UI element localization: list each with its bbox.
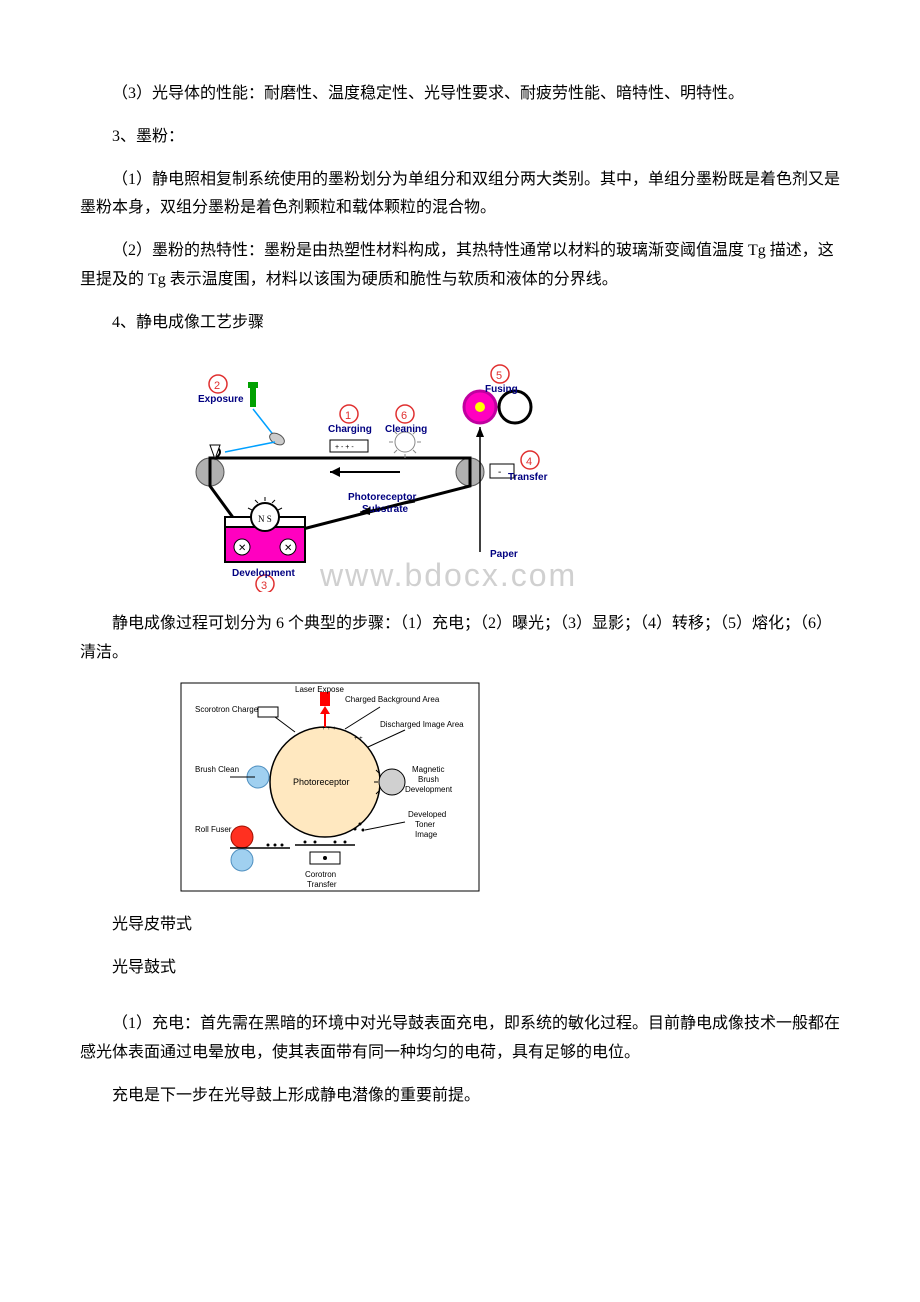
svg-text:+ +: + + <box>354 736 363 742</box>
label-charged-bg: Charged Background Area <box>345 695 440 704</box>
svg-text:4: 4 <box>526 456 532 468</box>
belt-process-svg: + - + - 1 Charging 2 Exposure 6 Cleaning <box>180 352 560 592</box>
paragraph-6-steps: 静电成像过程可划分为 6 个典型的步骤：（1）充电；（2）曝光；（3）显影；（4… <box>80 610 840 668</box>
label-magnetic-3: Development <box>405 785 453 794</box>
paragraph-3-photoconductor: （3）光导体的性能：耐磨性、温度稳定性、光导性要求、耐疲劳性能、暗特性、明特性。 <box>80 80 840 109</box>
diagram-belt-process: + - + - 1 Charging 2 Exposure 6 Cleaning <box>180 352 840 603</box>
caption-drum: 光导鼓式 <box>80 954 840 983</box>
label-exposure: Exposure <box>198 394 244 405</box>
label-developed-1: Developed <box>408 810 446 819</box>
label-developed-2: Toner <box>415 820 435 829</box>
label-development: Development <box>232 568 295 579</box>
paragraph-charging: （1）充电：首先需在黑暗的环境中对光导鼓表面充电，即系统的敏化过程。目前静电成像… <box>80 1010 840 1068</box>
label-magnetic-1: Magnetic <box>412 765 444 774</box>
label-photoreceptor: Photoreceptor <box>348 492 416 503</box>
label-brush-clean: Brush Clean <box>195 765 239 774</box>
label-scorotron-1: Scorotron Charge <box>195 705 259 714</box>
label-discharged: Discharged Image Area <box>380 720 464 729</box>
section-4-heading: 4、静电成像工艺步骤 <box>80 309 840 338</box>
section-3-heading: 3、墨粉： <box>80 123 840 152</box>
label-developed-3: Image <box>415 830 438 839</box>
label-drum-photoreceptor: Photoreceptor <box>293 777 350 787</box>
label-corotron-1: Corotron <box>305 870 336 879</box>
diagram-drum-process: Photoreceptor + + + + + Laser Expose Sco… <box>180 682 840 903</box>
label-transfer: Transfer <box>508 472 548 483</box>
svg-text:6: 6 <box>401 410 407 422</box>
svg-text:5: 5 <box>496 370 502 382</box>
label-magnetic-2: Brush <box>418 775 439 784</box>
caption-belt: 光导皮带式 <box>80 911 840 940</box>
svg-text:N S: N S <box>258 514 272 524</box>
label-fusing: Fusing <box>485 384 518 395</box>
svg-text:1: 1 <box>345 410 351 422</box>
svg-text:3: 3 <box>261 580 267 592</box>
label-roll-fuser: Roll Fuser <box>195 825 232 834</box>
paragraph-toner-thermal: （2）墨粉的热特性：墨粉是由热塑性材料构成，其热特性通常以材料的玻璃渐变阈值温度… <box>80 237 840 295</box>
label-cleaning: Cleaning <box>385 424 427 435</box>
drum-process-svg: Photoreceptor + + + + + Laser Expose Sco… <box>180 682 480 892</box>
svg-text:-: - <box>498 467 501 478</box>
label-laser: Laser Expose <box>295 685 344 694</box>
svg-text:2: 2 <box>214 380 220 392</box>
svg-text:✕: ✕ <box>284 543 292 554</box>
svg-text:+ - + -: + - + - <box>335 444 354 451</box>
label-corotron-2: Transfer <box>307 880 337 889</box>
label-charging: Charging <box>328 424 372 435</box>
svg-text:✕: ✕ <box>238 543 246 554</box>
paragraph-toner-types: （1）静电照相复制系统使用的墨粉划分为单组分和双组分两大类别。其中，单组分墨粉既… <box>80 166 840 224</box>
label-paper: Paper <box>490 549 518 560</box>
paragraph-charging-premise: 充电是下一步在光导鼓上形成静电潜像的重要前提。 <box>80 1082 840 1111</box>
